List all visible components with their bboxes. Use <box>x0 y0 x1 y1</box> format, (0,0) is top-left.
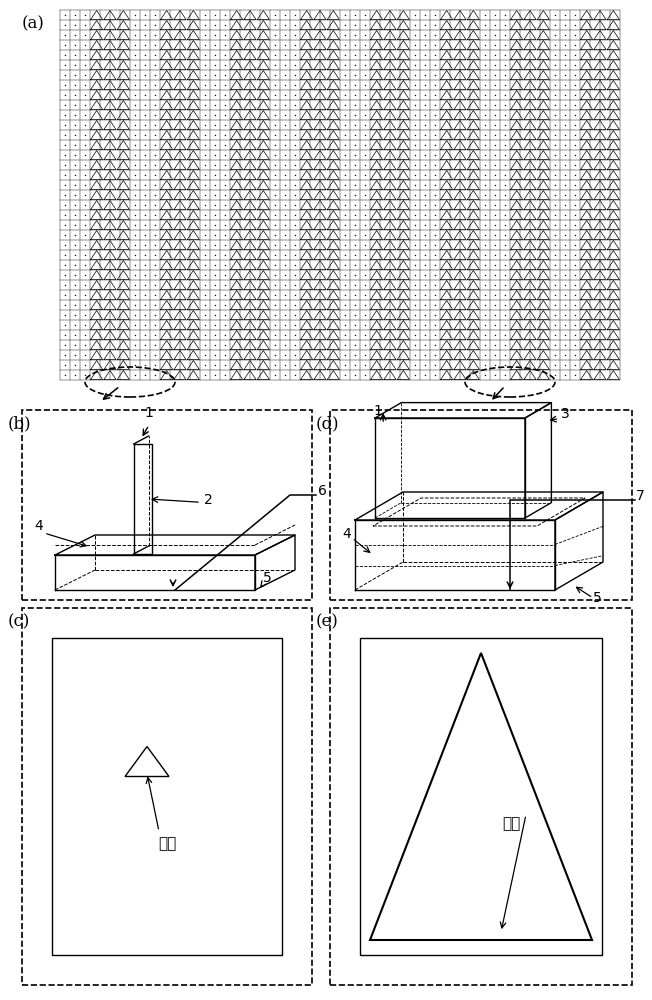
Text: 5: 5 <box>593 591 602 605</box>
Bar <box>360 638 602 955</box>
Text: 5: 5 <box>263 571 272 585</box>
Text: 4: 4 <box>34 519 43 533</box>
Text: 1: 1 <box>374 404 383 418</box>
Bar <box>52 638 282 955</box>
Text: 底边: 底边 <box>158 836 176 852</box>
Bar <box>330 410 632 600</box>
Text: (c): (c) <box>8 613 31 630</box>
Text: 3: 3 <box>561 407 570 421</box>
Text: 4: 4 <box>342 527 351 541</box>
Text: 6: 6 <box>318 484 327 498</box>
Text: (b): (b) <box>8 415 32 432</box>
Bar <box>22 410 312 600</box>
Text: 7: 7 <box>636 489 645 503</box>
Bar <box>330 608 632 985</box>
Text: (d): (d) <box>316 415 340 432</box>
Text: 2: 2 <box>204 493 213 508</box>
Text: 1: 1 <box>145 406 153 420</box>
Text: 底边: 底边 <box>502 816 520 832</box>
Text: (a): (a) <box>22 15 45 32</box>
Text: (e): (e) <box>316 613 339 630</box>
Bar <box>22 608 312 985</box>
